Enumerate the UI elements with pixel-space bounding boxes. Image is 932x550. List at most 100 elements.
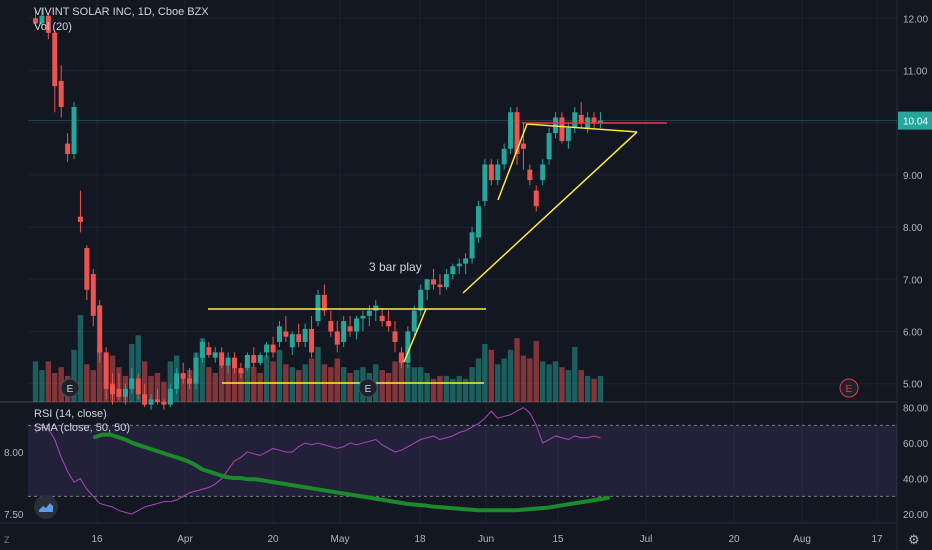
candle-body (520, 143, 526, 149)
candle-body (495, 164, 501, 181)
volume-bar (552, 361, 559, 402)
time-axis[interactable]: 16 Apr 20 May 18 Jun 15 Jul 20 Aug 17 (0, 522, 897, 545)
candle-body (84, 247, 90, 290)
candle-body (244, 355, 250, 369)
volume-bar (296, 370, 302, 402)
volume-bar (475, 358, 482, 402)
candle-body (283, 331, 289, 337)
volume-bar (398, 355, 405, 402)
candle-body (65, 143, 71, 155)
drawings: 3 bar play (208, 122, 667, 384)
time-tick-label: 20 (728, 534, 740, 545)
volume-bar (411, 367, 417, 402)
annotation-3-bar-play[interactable]: 3 bar play (369, 260, 422, 274)
candle-body (341, 321, 347, 342)
flagpole-line[interactable] (497, 123, 638, 201)
volume-bar (527, 358, 533, 402)
candle-body (174, 373, 180, 389)
candle-body (591, 117, 597, 123)
volume-bar (32, 361, 39, 402)
candle-body (533, 190, 539, 207)
candlesticks (33, 7, 603, 410)
volume-bar (533, 341, 539, 402)
rsi-panel[interactable]: 80.00 60.00 40.00 20.00 8.00 7.50 (4, 404, 928, 522)
volume-bar (315, 346, 321, 402)
candle-body (33, 18, 38, 24)
volume-bar (462, 378, 469, 402)
volume-bar (418, 367, 424, 402)
candle-body (97, 305, 103, 353)
candle-body (482, 164, 488, 201)
rsi-legend[interactable]: RSI (14, close) (34, 408, 107, 420)
candle-body (321, 294, 327, 311)
volume-bar (308, 358, 315, 402)
sma-line (93, 432, 610, 513)
volume-bar (161, 381, 167, 402)
price-tick-label: 5.00 (903, 380, 923, 391)
candle-body (475, 206, 481, 238)
candle-body (366, 310, 372, 316)
candle-body (450, 266, 456, 275)
candle-body (597, 120, 603, 123)
sma-legend[interactable]: SMA (close, 50, 50) (34, 422, 130, 434)
candle-body (540, 164, 546, 181)
rsi-band (28, 425, 897, 497)
candle-body (418, 289, 424, 311)
candle-body (122, 388, 128, 397)
candle-body (398, 352, 404, 363)
volume-bar (424, 373, 430, 402)
flag-lower-trendline[interactable] (462, 131, 638, 294)
volume-bar (77, 315, 84, 402)
volume-bar (450, 378, 456, 402)
candle-body (328, 321, 334, 332)
candle-body (508, 112, 514, 149)
volume-bar (206, 367, 212, 402)
candle-body (219, 352, 225, 366)
time-tick-label: 15 (552, 534, 564, 545)
earnings-marker (60, 378, 80, 398)
volume-bar (559, 367, 565, 402)
candle-body (546, 133, 552, 160)
candle-body (514, 112, 520, 155)
last-price-label: 10.04 (903, 117, 928, 128)
tradingview-logo-icon[interactable] (34, 495, 58, 519)
price-tick-label: 7.00 (903, 275, 923, 286)
three-bar-play-trendline[interactable] (403, 308, 427, 363)
candle-body (437, 284, 443, 288)
volume-bar (270, 361, 276, 402)
candle-body (309, 328, 315, 353)
volume-bar (578, 370, 584, 402)
volume-bar (430, 378, 437, 402)
candle-body (116, 388, 122, 397)
volume-legend[interactable]: Vol (20) (34, 21, 72, 33)
time-tick-label: Aug (793, 534, 811, 545)
gear-icon[interactable]: ⚙ (908, 532, 920, 547)
volume-bar (238, 370, 244, 402)
volume-bar (180, 373, 186, 402)
candle-body (167, 388, 173, 405)
rsi-tick-label: 60.00 (903, 439, 928, 450)
candle-body (469, 232, 475, 259)
volume-bar (276, 349, 283, 402)
earnings-marker (839, 378, 859, 398)
candle-body (392, 331, 398, 342)
candle-body (129, 378, 135, 389)
volume-bar (495, 364, 501, 402)
volume-bar (520, 355, 527, 402)
price-tick-label: 12.00 (903, 14, 928, 25)
symbol-title[interactable]: VIVINT SOLAR INC, 1D, Cboe BZX (34, 6, 209, 18)
time-tick-label: Jun (478, 534, 494, 545)
volume-bar (469, 367, 475, 402)
candle-body (431, 279, 437, 285)
volume-bar (167, 361, 174, 402)
volume-bar (154, 373, 161, 402)
last-price-badge (898, 111, 932, 130)
candle-body (373, 305, 379, 311)
volume-bar (572, 346, 578, 402)
candle-body (187, 378, 193, 384)
